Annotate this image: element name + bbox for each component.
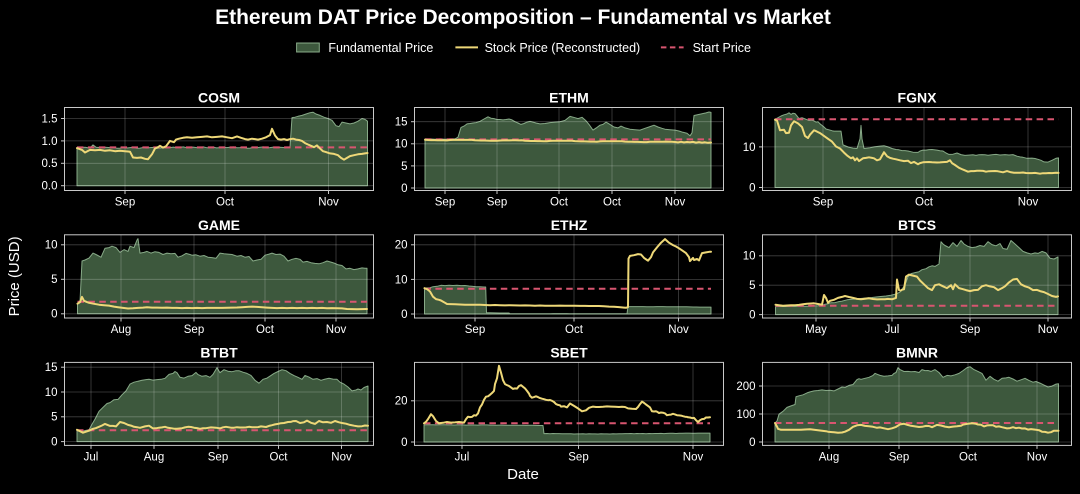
svg-text:BMNR: BMNR: [896, 344, 938, 360]
svg-text:Aug: Aug: [111, 324, 131, 336]
svg-text:0.0: 0.0: [42, 181, 58, 193]
svg-text:Jul: Jul: [885, 324, 900, 336]
svg-text:Oct: Oct: [603, 197, 622, 209]
svg-text:0: 0: [749, 182, 755, 194]
svg-text:200: 200: [736, 381, 755, 393]
svg-text:5: 5: [51, 412, 57, 424]
svg-text:Oct: Oct: [550, 197, 569, 209]
svg-text:10: 10: [395, 274, 408, 286]
svg-text:0: 0: [749, 310, 755, 322]
svg-text:Aug: Aug: [144, 452, 164, 464]
svg-text:10: 10: [395, 139, 408, 151]
svg-text:Sep: Sep: [487, 197, 507, 209]
svg-text:Nov: Nov: [1038, 324, 1059, 336]
svg-text:ETHZ: ETHZ: [551, 217, 588, 233]
svg-text:Nov: Nov: [665, 197, 686, 209]
svg-text:Oct: Oct: [270, 452, 289, 464]
svg-text:Sep: Sep: [208, 452, 228, 464]
svg-text:10: 10: [743, 142, 756, 154]
svg-text:10: 10: [45, 240, 58, 252]
svg-text:15: 15: [45, 362, 58, 374]
svg-text:Fundamental Price: Fundamental Price: [328, 41, 433, 55]
svg-text:Nov: Nov: [683, 452, 704, 464]
svg-text:FGNX: FGNX: [898, 90, 938, 106]
svg-text:Ethereum DAT Price Decompositi: Ethereum DAT Price Decomposition – Funda…: [215, 6, 831, 29]
svg-text:0: 0: [51, 309, 57, 321]
svg-text:100: 100: [736, 409, 755, 421]
svg-text:Oct: Oct: [915, 197, 934, 209]
svg-text:0: 0: [51, 437, 57, 449]
svg-text:Sep: Sep: [960, 324, 980, 336]
svg-text:Sep: Sep: [813, 197, 833, 209]
svg-text:0: 0: [749, 437, 755, 449]
svg-text:May: May: [805, 324, 827, 336]
svg-text:Nov: Nov: [668, 324, 689, 336]
svg-text:ETHM: ETHM: [549, 90, 589, 106]
svg-text:Sep: Sep: [889, 452, 909, 464]
svg-text:Sep: Sep: [115, 197, 135, 209]
svg-text:10: 10: [45, 387, 58, 399]
svg-text:5: 5: [401, 161, 407, 173]
svg-text:1.5: 1.5: [42, 113, 58, 125]
svg-text:Sep: Sep: [435, 197, 455, 209]
svg-text:Oct: Oct: [256, 324, 275, 336]
svg-text:Nov: Nov: [1018, 197, 1039, 209]
svg-text:Oct: Oct: [959, 452, 978, 464]
svg-text:Sep: Sep: [465, 324, 485, 336]
svg-text:Price (USD): Price (USD): [6, 236, 23, 316]
svg-text:Nov: Nov: [318, 197, 339, 209]
svg-text:Oct: Oct: [216, 197, 235, 209]
svg-text:15: 15: [395, 117, 408, 129]
svg-text:Start Price: Start Price: [693, 41, 751, 55]
svg-text:Nov: Nov: [326, 324, 347, 336]
svg-text:1.0: 1.0: [42, 136, 58, 148]
svg-text:20: 20: [395, 396, 408, 408]
svg-text:GAME: GAME: [198, 217, 240, 233]
svg-text:Nov: Nov: [331, 452, 352, 464]
svg-text:Jul: Jul: [455, 452, 470, 464]
svg-text:10: 10: [743, 251, 756, 263]
svg-text:0: 0: [401, 309, 407, 321]
svg-text:Oct: Oct: [565, 324, 584, 336]
svg-text:5: 5: [51, 274, 57, 286]
svg-text:COSM: COSM: [198, 90, 240, 106]
svg-text:20: 20: [395, 240, 408, 252]
svg-text:BTBT: BTBT: [200, 344, 238, 360]
svg-text:Sep: Sep: [184, 324, 204, 336]
svg-text:Nov: Nov: [1027, 452, 1048, 464]
svg-text:Jul: Jul: [84, 452, 99, 464]
svg-text:0: 0: [401, 437, 407, 449]
svg-text:BTCS: BTCS: [898, 217, 936, 233]
svg-text:0.5: 0.5: [42, 158, 58, 170]
svg-text:Sep: Sep: [568, 452, 588, 464]
svg-text:SBET: SBET: [550, 344, 588, 360]
svg-text:Aug: Aug: [819, 452, 839, 464]
svg-text:0: 0: [401, 183, 407, 195]
svg-text:5: 5: [749, 280, 755, 292]
svg-text:Date: Date: [507, 466, 539, 483]
svg-text:Stock Price (Reconstructed): Stock Price (Reconstructed): [485, 41, 641, 55]
